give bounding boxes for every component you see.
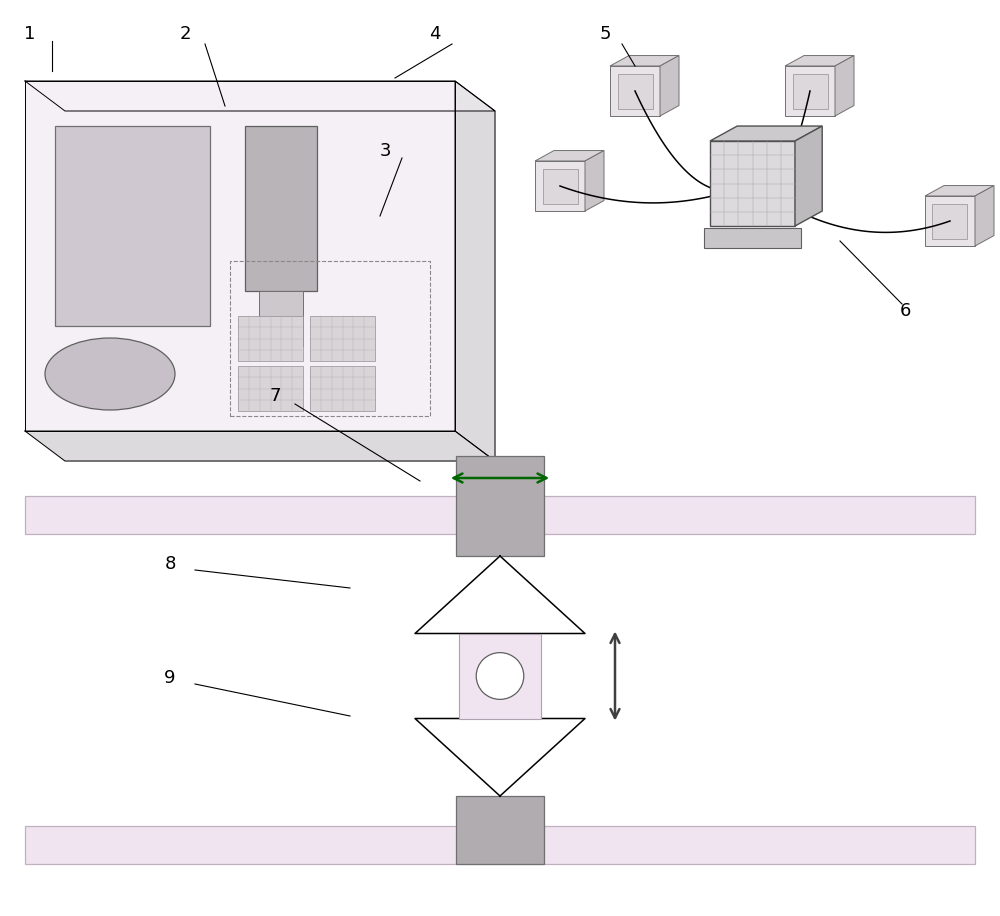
Polygon shape [415,556,585,634]
Polygon shape [710,141,795,226]
Polygon shape [925,196,975,246]
Polygon shape [535,161,585,211]
Bar [310,366,375,411]
Polygon shape [25,81,455,431]
Text: 9: 9 [164,669,176,687]
Text: 8: 8 [164,555,176,573]
Text: 6: 6 [899,302,911,320]
Bar [456,796,544,864]
Polygon shape [535,150,604,161]
Bar [245,126,317,291]
Polygon shape [835,56,854,116]
Text: 2: 2 [179,25,191,43]
Bar [459,634,541,718]
Text: 7: 7 [269,387,281,405]
Bar [542,169,578,203]
Bar [238,366,303,411]
Bar [932,203,967,238]
Polygon shape [610,56,679,66]
Polygon shape [610,66,660,116]
Bar [25,496,975,534]
Bar [238,316,303,361]
Polygon shape [785,66,835,116]
Polygon shape [660,56,679,116]
Polygon shape [925,186,994,196]
Text: 4: 4 [429,25,441,43]
Text: 3: 3 [379,142,391,160]
Polygon shape [415,718,585,796]
Polygon shape [785,56,854,66]
Ellipse shape [476,652,524,700]
Bar [25,826,975,864]
Text: 5: 5 [599,25,611,43]
Text: 1: 1 [24,25,36,43]
Polygon shape [455,81,495,461]
Polygon shape [25,431,495,461]
Bar [456,456,544,556]
Polygon shape [710,126,822,141]
Polygon shape [795,126,822,226]
Polygon shape [25,81,495,111]
Polygon shape [975,186,994,246]
Bar [230,261,430,416]
Ellipse shape [45,338,175,410]
Polygon shape [585,150,604,211]
Bar [704,228,801,248]
Bar [55,126,210,326]
Bar [792,73,828,108]
Bar [618,73,652,108]
Bar [310,316,375,361]
Bar [259,291,303,346]
